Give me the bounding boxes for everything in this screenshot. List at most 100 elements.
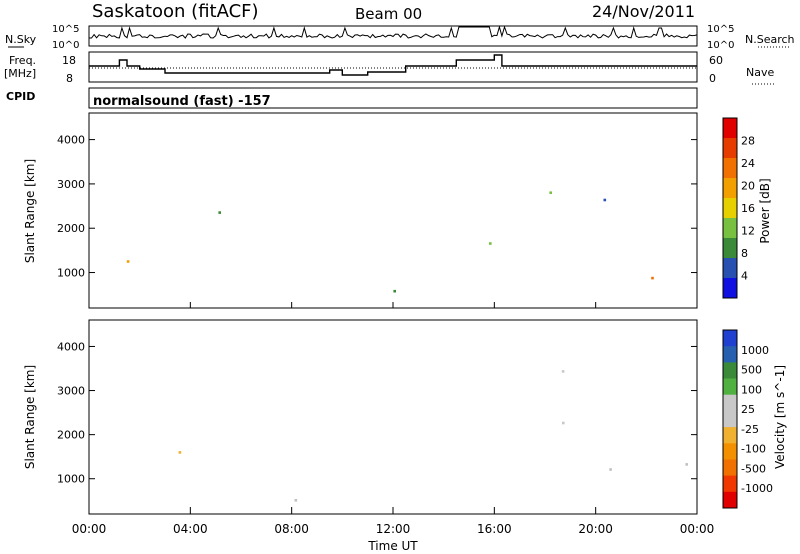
velocity-scatter-data [178, 370, 688, 502]
power-panel-frame [88, 112, 698, 309]
colorbar-frame [722, 117, 738, 299]
station-title: Saskatoon (fitACF) [92, 1, 259, 22]
x-tick-label: 00:00 [72, 522, 107, 536]
y-tick-label: 3000 [57, 385, 85, 398]
data-cell [651, 276, 654, 280]
freq-panel-frame [88, 51, 698, 83]
data-cell [393, 289, 396, 293]
noise-sky-trace [89, 25, 698, 39]
data-cell [685, 463, 688, 466]
y-tick-label: 4000 [57, 134, 85, 147]
noise-left-tick-bottom: 10^0 [52, 40, 79, 51]
colorbar-swatch [723, 198, 737, 219]
colorbar-tick-label: 12 [741, 225, 755, 238]
colorbar-tick-label: 500 [741, 364, 762, 377]
x-tick-label: 08:00 [274, 522, 309, 536]
colorbar-tick-label: 4 [741, 270, 748, 283]
beam-title: Beam 00 [355, 5, 422, 23]
freq-trace [89, 54, 697, 76]
colorbar-swatch [723, 346, 737, 363]
power-colorbar-title: Power [dB] [758, 178, 772, 243]
y-tick-label: 4000 [57, 340, 85, 353]
colorbar-tick-label: 28 [741, 135, 755, 148]
data-cell [126, 260, 130, 263]
x-tick-label: 00:00 [680, 522, 715, 536]
freq-label: Freq. [9, 54, 36, 67]
x-tick-label: 16:00 [477, 522, 512, 536]
velocity-panel-frame [88, 319, 698, 515]
freq-tick-bottom: 8 [66, 72, 73, 85]
data-cell [294, 499, 298, 502]
colorbar-swatch [723, 278, 737, 299]
freq-nave-lines [89, 54, 697, 76]
nave-tick-bottom: 0 [709, 72, 716, 85]
nave-label: Nave [746, 66, 774, 79]
y-tick-label: 1000 [57, 473, 85, 486]
cpid-label: CPID [6, 90, 35, 103]
colorbar-swatch [723, 491, 737, 509]
x-tick-label: 12:00 [376, 522, 411, 536]
data-cell [561, 370, 565, 373]
data-cell [178, 451, 182, 454]
colorbar-swatch [723, 410, 737, 428]
freq-tick-top: 18 [62, 54, 76, 67]
colorbar-swatch [723, 475, 737, 493]
colorbar-swatch [723, 158, 737, 179]
cpid-value: normalsound (fast) -157 [93, 94, 271, 109]
colorbar-swatch [723, 178, 737, 199]
colorbar-swatch [723, 218, 737, 239]
data-cell [489, 242, 492, 245]
date-title: 24/Nov/2011 [592, 2, 695, 21]
colorbar-swatch [723, 459, 737, 477]
data-cell [218, 211, 221, 214]
colorbar-swatch [723, 258, 737, 279]
colorbar-tick-label: -1000 [741, 482, 773, 495]
colorbar-frame [722, 329, 738, 509]
colorbar-tick-label: 25 [741, 403, 755, 416]
colorbar-swatch [723, 330, 737, 347]
freq-unit-label: [MHz] [4, 67, 36, 80]
colorbar-tick-label: 16 [741, 202, 755, 215]
data-cell [603, 198, 607, 202]
colorbar-tick-label: 8 [741, 247, 748, 260]
colorbar-swatch [723, 238, 737, 259]
colorbar-swatch [723, 138, 737, 159]
x-tick-label: 20:00 [578, 522, 613, 536]
power-ylabel: Slant Range [km] [23, 159, 37, 263]
noise-left-tick-top: 10^5 [52, 24, 79, 35]
data-cell [549, 191, 552, 194]
nave-tick-top: 60 [709, 54, 723, 67]
colorbar-tick-label: -100 [741, 443, 766, 456]
noise-right-label: N.Search [745, 33, 795, 46]
power-scatter-data [126, 191, 654, 293]
colorbar-tick-label: -500 [741, 462, 766, 475]
colorbar-swatch [723, 394, 737, 412]
colorbar-swatch [723, 443, 737, 460]
noise-sky-line [89, 25, 698, 39]
y-tick-label: 1000 [57, 267, 85, 280]
noise-left-label: N.Sky [5, 33, 37, 46]
velocity-ylabel: Slant Range [km] [23, 365, 37, 469]
colorbar-swatch [723, 362, 737, 380]
y-tick-label: 3000 [57, 178, 85, 191]
noise-right-tick-bottom: 10^0 [707, 40, 734, 51]
velocity-colorbar-title: Velocity [m s^-1] [773, 365, 787, 469]
colorbar-tick-label: 24 [741, 157, 755, 170]
data-cell [609, 468, 612, 471]
noise-panel-frame [88, 25, 698, 47]
noise-right-tick-top: 10^5 [707, 24, 734, 35]
y-tick-label: 2000 [57, 429, 85, 442]
x-axis-label: Time UT [367, 539, 418, 553]
cpid-panel-frame [88, 87, 698, 109]
colorbar-tick-label: 20 [741, 180, 755, 193]
colorbar-tick-label: -25 [741, 423, 759, 436]
data-cell [562, 421, 565, 425]
colorbar-swatch [723, 378, 737, 396]
y-tick-label: 2000 [57, 222, 85, 235]
colorbar-tick-label: 100 [741, 383, 762, 396]
x-tick-label: 04:00 [173, 522, 208, 536]
colorbar-swatch [723, 427, 737, 444]
colorbar-swatch [723, 118, 737, 139]
colorbar-tick-label: 1000 [741, 344, 769, 357]
